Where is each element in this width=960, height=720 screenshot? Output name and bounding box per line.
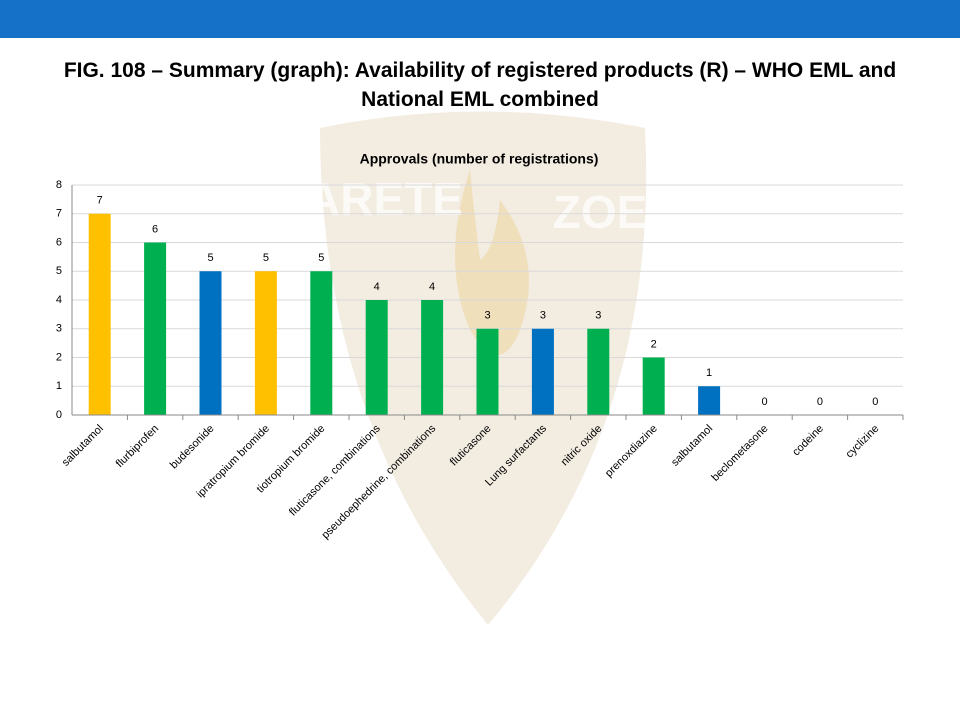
data-label: 2 [651, 338, 657, 350]
y-tick-label: 1 [56, 380, 62, 392]
data-label: 3 [484, 310, 490, 322]
y-tick-label: 3 [56, 323, 62, 335]
y-tick-label: 4 [56, 294, 62, 306]
x-tick-label: salbutamol [669, 423, 715, 469]
bar [254, 271, 277, 415]
data-label: 0 [872, 396, 878, 408]
x-tick-label: salbutamol [60, 423, 106, 469]
data-label: 3 [595, 310, 601, 322]
bar [310, 271, 333, 415]
y-tick-label: 2 [56, 351, 62, 363]
data-label: 0 [761, 396, 767, 408]
data-label: 7 [97, 195, 103, 207]
data-label: 3 [540, 310, 546, 322]
bar [88, 213, 111, 415]
watermark-text: ARETE [307, 173, 463, 225]
bar [199, 271, 222, 415]
y-tick-label: 8 [56, 179, 62, 191]
data-label: 5 [207, 252, 213, 264]
y-tick-label: 0 [56, 409, 62, 421]
top-bar [0, 0, 960, 38]
bar [698, 386, 721, 415]
bar [144, 242, 167, 415]
data-label: 0 [817, 396, 823, 408]
watermark-flame [455, 170, 529, 355]
y-tick-label: 6 [56, 236, 62, 248]
bar [642, 357, 665, 415]
watermark-text: ZOE [553, 186, 648, 238]
data-label: 5 [318, 252, 324, 264]
chart-title: Approvals (number of registrations) [360, 151, 599, 167]
x-tick-label: fluticasone, combinations [287, 422, 383, 518]
x-tick-label: flurbiprofen [114, 423, 161, 470]
x-tick-label: budesonide [168, 423, 217, 472]
x-tick-label: codeine [790, 423, 826, 459]
data-label: 4 [374, 281, 380, 293]
bar [365, 300, 388, 415]
bar [421, 300, 444, 415]
data-label: 1 [706, 367, 712, 379]
data-label: 5 [263, 252, 269, 264]
x-tick-label: beclometasone [709, 423, 770, 484]
data-label: 6 [152, 223, 158, 235]
bar [476, 328, 499, 415]
x-tick-label: cyclizine [844, 423, 882, 461]
y-tick-label: 7 [56, 208, 62, 220]
x-tick-label: prenoxdiazine [603, 423, 660, 480]
y-tick-label: 5 [56, 265, 62, 277]
bar [587, 328, 610, 415]
bar [531, 328, 554, 415]
data-label: 4 [429, 281, 435, 293]
slide-title: FIG. 108 – Summary (graph): Availability… [63, 59, 897, 111]
